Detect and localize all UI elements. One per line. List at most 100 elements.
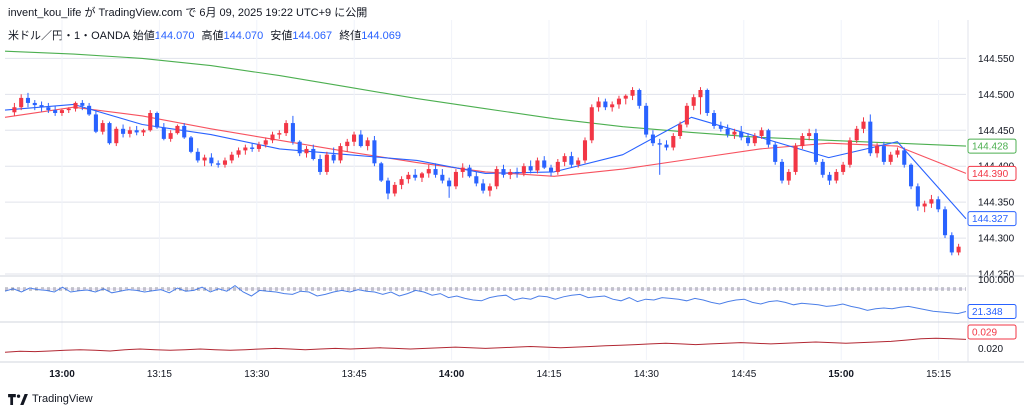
candle-body (630, 90, 635, 96)
price-label-text: 0.029 (972, 328, 997, 339)
candle-body (447, 180, 452, 187)
candle-body (406, 174, 411, 180)
candle-body (148, 113, 153, 131)
candle-body (290, 123, 295, 142)
candle-body (481, 183, 486, 191)
candle-body (392, 184, 397, 194)
candle-body (589, 107, 594, 141)
candle-body (311, 148, 316, 159)
chart-canvas[interactable]: 144.250144.300144.350144.400144.450144.5… (0, 0, 1024, 390)
candle-body (188, 137, 194, 152)
publish-header: invent_kou_life が TradingView.com で 6月 0… (8, 7, 368, 19)
candle-body (508, 171, 513, 175)
candle-body (929, 199, 934, 204)
y-tick-label: 144.300 (978, 234, 1015, 245)
x-tick-label: 14:30 (634, 369, 659, 380)
candle-body (678, 124, 683, 136)
candle-body (854, 128, 859, 141)
symbol-label: 米ドル／円・1・OANDA (8, 30, 130, 42)
x-tick-label: 14:45 (731, 369, 756, 380)
candle-body (487, 186, 492, 191)
candle-body (12, 107, 17, 113)
oscillator-line (4, 284, 967, 315)
candle-body (467, 167, 472, 177)
tradingview-logo-icon (8, 393, 28, 405)
candle-body (909, 164, 914, 187)
y-tick-label: 144.450 (978, 126, 1015, 137)
candle-body (902, 150, 907, 165)
candle-body (705, 90, 710, 113)
candle-body (121, 128, 126, 134)
open-label: 始値 (132, 30, 155, 42)
candle-body (236, 150, 241, 155)
candle-body (576, 160, 581, 165)
candle-body (786, 171, 791, 181)
price-label-text: 144.327 (972, 214, 1009, 225)
candle-body (637, 90, 642, 106)
candle-body (216, 163, 221, 165)
candle-body (263, 140, 268, 145)
candle-body (324, 154, 329, 172)
candle-body (922, 203, 927, 207)
candle-body (297, 141, 302, 154)
candle-body (385, 180, 391, 194)
candle-body (243, 147, 248, 151)
candle-body (820, 161, 825, 175)
footer-brand-label: TradingView (32, 393, 93, 405)
candle-body (915, 186, 920, 207)
candle-body (847, 140, 852, 165)
candle-body (664, 144, 669, 148)
candle-body (725, 128, 730, 135)
candle-body (610, 104, 615, 108)
candle-body (888, 154, 893, 162)
candle-body (528, 166, 533, 171)
price-label-text: 21.348 (972, 307, 1003, 318)
candle-body (175, 125, 180, 134)
candle-body (53, 110, 58, 113)
x-tick-label: 14:15 (536, 369, 561, 380)
candle-body (107, 123, 112, 144)
candle-body (182, 125, 187, 138)
candle-body (752, 136, 757, 144)
candle-body (318, 159, 323, 172)
candle-body (80, 102, 85, 106)
candle-body (277, 133, 282, 135)
candle-body (813, 133, 818, 162)
candle-body (161, 127, 166, 139)
candle-body (93, 114, 98, 132)
moving-average-line (4, 50, 967, 147)
candle-body (195, 151, 200, 161)
y-tick-label: 144.250 (978, 270, 1015, 281)
candle-body (807, 133, 812, 136)
x-tick-label: 13:15 (147, 369, 172, 380)
candle-body (698, 90, 703, 98)
candle-body (256, 144, 261, 149)
candle-body (875, 146, 880, 154)
candle-body (114, 128, 119, 144)
candle-body (542, 160, 547, 168)
candle-body (155, 113, 160, 128)
high-value: 144.070 (223, 30, 264, 42)
candle-body (250, 147, 255, 149)
price-label-box (967, 211, 1017, 227)
candle-body (759, 130, 764, 136)
candle-body (419, 173, 425, 178)
candle-body (650, 134, 655, 144)
candle-body (616, 98, 621, 105)
candle-body (209, 157, 214, 164)
y-tick-label: 144.350 (978, 198, 1015, 209)
candle-body (868, 121, 873, 154)
candle-body (127, 130, 132, 134)
candle-body (426, 169, 431, 174)
osc-level-band (5, 288, 966, 290)
high-label: 高値 (201, 30, 224, 42)
candle-body (474, 176, 479, 184)
candle-body (440, 174, 445, 181)
price-label-box (967, 303, 1017, 319)
candle-body (895, 150, 900, 155)
candle-body (671, 136, 676, 148)
ohlc-legend: 米ドル／円・1・OANDA 始値144.070 高値144.070 安値144.… (8, 27, 405, 43)
candle-body (345, 141, 350, 147)
y-tick-label: 144.500 (978, 90, 1015, 101)
candle-body (352, 134, 357, 142)
